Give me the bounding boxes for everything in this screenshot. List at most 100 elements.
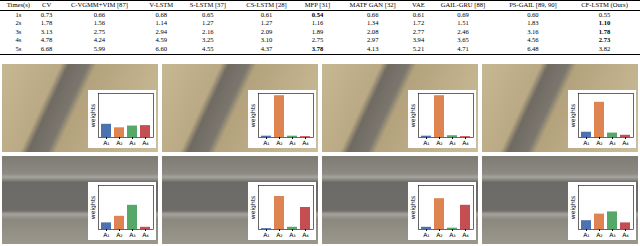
svg-text:A₃: A₃ — [289, 139, 296, 146]
html-text:1.78: 1.78 — [40, 19, 53, 27]
html-text:1.89: 1.89 — [311, 27, 324, 35]
svg-text:A₄: A₄ — [622, 139, 629, 146]
html-text:0.61: 0.61 — [260, 10, 273, 18]
html-text:Times(s): Times(s) — [6, 1, 30, 8]
html-text:weights: weights — [249, 195, 257, 220]
svg-text:A₂: A₂ — [436, 139, 443, 146]
html-text:1.14: 1.14 — [155, 19, 167, 27]
svg-text:A₁: A₁ — [103, 231, 110, 238]
html-text:3s: 3s — [15, 27, 22, 35]
html-text:3.94: 3.94 — [412, 36, 425, 44]
html-text:2.73: 2.73 — [598, 36, 611, 44]
html-text:0.69: 0.69 — [457, 10, 469, 18]
svg-text:A₁: A₁ — [263, 139, 270, 146]
svg-text:A₄: A₄ — [142, 231, 149, 238]
svg-text:A₄: A₄ — [462, 139, 469, 146]
html-text:2.75: 2.75 — [311, 36, 324, 44]
html-text:2.97: 2.97 — [366, 36, 379, 44]
html-text:1.72: 1.72 — [412, 19, 425, 27]
html-text:3.10: 3.10 — [260, 36, 273, 44]
svg-text:A₁: A₁ — [423, 139, 430, 146]
html-text:weights: weights — [569, 103, 577, 128]
html-text:weights: weights — [569, 195, 577, 220]
html-text:3.65: 3.65 — [457, 36, 469, 44]
html-text:4.59: 4.59 — [155, 36, 167, 44]
html-text:2.75: 2.75 — [93, 27, 106, 35]
svg-text:A₁: A₁ — [583, 139, 590, 146]
html-text:2.09: 2.09 — [260, 27, 273, 35]
svg-text:A₂: A₂ — [596, 139, 603, 146]
html-text:3.25: 3.25 — [202, 36, 214, 44]
html-text:C-VGMM+VIM [87]: C-VGMM+VIM [87] — [70, 1, 128, 8]
svg-text:A₂: A₂ — [596, 231, 603, 238]
html-text:CF-LSTM (Ours): CF-LSTM (Ours) — [581, 1, 628, 8]
html-text:PS-GAIL [89, 90]: PS-GAIL [89, 90] — [509, 1, 557, 8]
svg-text:A₃: A₃ — [289, 231, 296, 238]
html-text:VAE: VAE — [412, 1, 425, 8]
svg-text:A₄: A₄ — [622, 231, 629, 238]
svg-text:A₂: A₂ — [116, 139, 123, 146]
html-text:3.16: 3.16 — [527, 27, 539, 35]
svg-text:A₃: A₃ — [609, 139, 616, 146]
svg-text:A₃: A₃ — [129, 231, 136, 238]
html-text:V-LSTM: V-LSTM — [149, 1, 174, 8]
html-text:1.83: 1.83 — [527, 19, 539, 27]
html-text:0.66: 0.66 — [366, 10, 379, 18]
html-text:weights: weights — [89, 195, 97, 220]
html-text:0.65: 0.65 — [202, 10, 214, 18]
html-text:2.77: 2.77 — [412, 27, 425, 35]
html-text:0.61: 0.61 — [412, 10, 425, 18]
svg-text:A₃: A₃ — [129, 139, 136, 146]
html-text:MFP [31]: MFP [31] — [304, 1, 331, 8]
svg-text:A₁: A₁ — [103, 139, 110, 146]
html-text:0.55: 0.55 — [598, 10, 611, 18]
html-text:4.24: 4.24 — [93, 36, 106, 44]
html-text:2.16: 2.16 — [202, 27, 214, 35]
html-text:CV: CV — [42, 1, 52, 8]
html-text:weights: weights — [89, 103, 97, 128]
svg-text:A₃: A₃ — [609, 231, 616, 238]
svg-text:A₁: A₁ — [423, 231, 430, 238]
html-text:1.34: 1.34 — [366, 19, 379, 27]
html-text:weights: weights — [409, 103, 417, 128]
html-text:4.78: 4.78 — [40, 36, 53, 44]
svg-text:A₁: A₁ — [583, 231, 590, 238]
html-text:4.56: 4.56 — [527, 36, 539, 44]
html-text:weights: weights — [409, 195, 417, 220]
html-text:0.68: 0.68 — [155, 10, 167, 18]
svg-text:A₄: A₄ — [142, 139, 149, 146]
html-text:1.51: 1.51 — [457, 19, 469, 27]
svg-text:A₂: A₂ — [276, 139, 283, 146]
html-text:0.73: 0.73 — [40, 10, 53, 18]
html-text:1.78: 1.78 — [598, 27, 611, 35]
html-text:weights: weights — [249, 103, 257, 128]
html-text:2s: 2s — [15, 19, 22, 27]
svg-text:A₂: A₂ — [276, 231, 283, 238]
html-text:4s: 4s — [15, 36, 22, 44]
svg-text:A₃: A₃ — [449, 139, 456, 146]
svg-text:A₄: A₄ — [302, 139, 309, 146]
html-text:0.66: 0.66 — [93, 10, 106, 18]
html-text:1.10: 1.10 — [598, 19, 611, 27]
svg-text:A₂: A₂ — [436, 231, 443, 238]
html-text:0.54: 0.54 — [311, 10, 324, 18]
html-text:3.13: 3.13 — [40, 27, 53, 35]
html-text:2.08: 2.08 — [366, 27, 379, 35]
html-text:CS-LSTM [28]: CS-LSTM [28] — [246, 1, 287, 8]
html-text:MATF GAN [32]: MATF GAN [32] — [349, 1, 396, 8]
html-text:1.16: 1.16 — [311, 19, 324, 27]
svg-text:A₄: A₄ — [302, 231, 309, 238]
svg-text:A₃: A₃ — [449, 231, 456, 238]
svg-text:A₄: A₄ — [462, 231, 469, 238]
html-text:1.27: 1.27 — [202, 19, 214, 27]
html-text:1s: 1s — [15, 10, 22, 18]
html-text:1.27: 1.27 — [260, 19, 273, 27]
html-text:0.60: 0.60 — [527, 10, 539, 18]
html-text:GAIL-GRU [88]: GAIL-GRU [88] — [440, 1, 486, 8]
html-text:1.56: 1.56 — [93, 19, 106, 27]
svg-text:A₁: A₁ — [263, 231, 270, 238]
svg-text:A₂: A₂ — [116, 231, 123, 238]
html-text:2.94: 2.94 — [155, 27, 167, 35]
html-text:2.46: 2.46 — [457, 27, 469, 35]
html-text:S-LSTM [37]: S-LSTM [37] — [189, 1, 226, 8]
